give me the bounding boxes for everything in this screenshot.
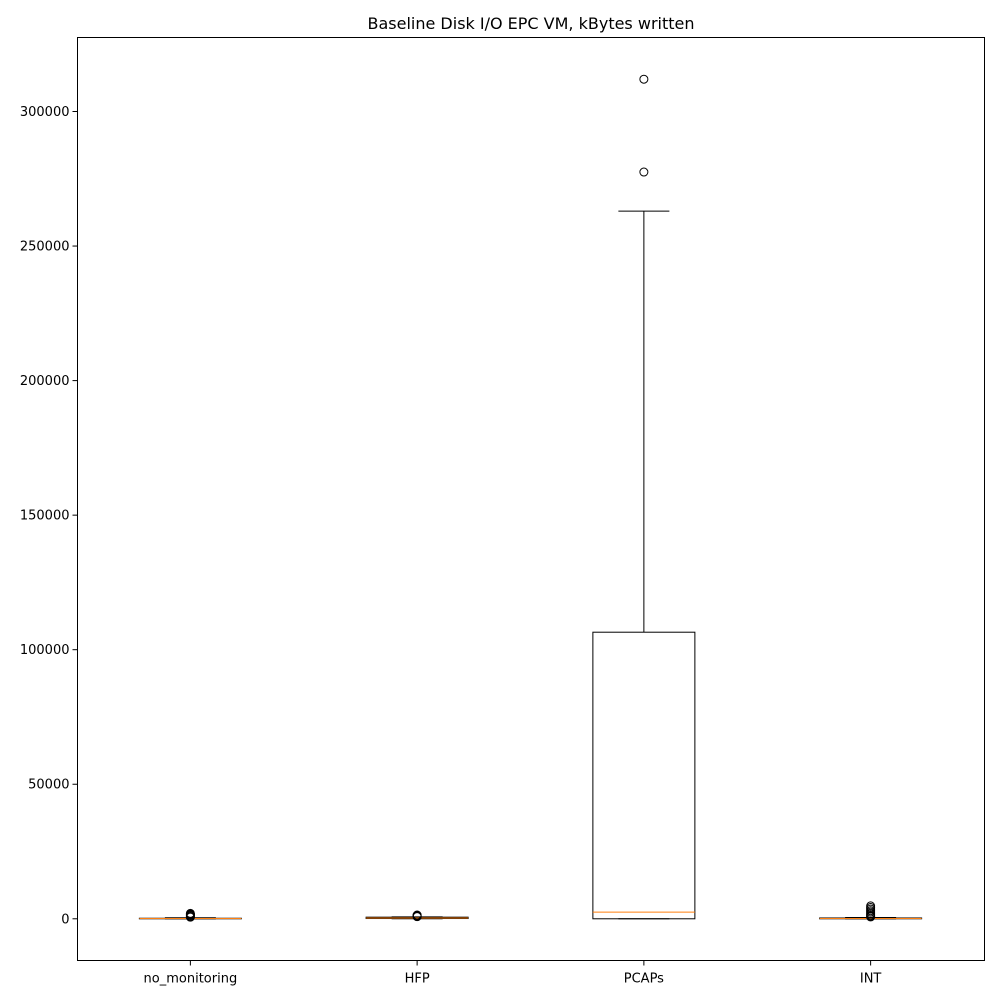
axes-frame [77, 37, 985, 961]
outlier-point [185, 908, 195, 918]
iqr-box [592, 631, 696, 920]
outlier-point [412, 910, 422, 920]
plot-area: 0 50000 100000 150000 200000 250000 300000 no_m… [20, 74, 923, 987]
x-tick-label: INT [860, 972, 882, 987]
y-tick-label: 0 [61, 912, 69, 927]
y-tick-label: 50000 [28, 778, 69, 793]
y-tick-label: 250000 [20, 240, 70, 255]
y-tick-label: 200000 [20, 374, 70, 389]
outlier-point [639, 167, 649, 177]
y-tick-label: 300000 [20, 105, 70, 120]
x-tick-label: PCAPs [624, 972, 664, 987]
outlier-point [866, 901, 876, 911]
x-tick-label: no_monitoring [144, 972, 238, 987]
outlier-point [639, 74, 649, 84]
y-tick-label: 100000 [20, 643, 70, 658]
chart-title: Baseline Disk I/O EPC VM, kBytes written [368, 14, 695, 33]
y-tick-label: 150000 [20, 509, 70, 524]
x-tick-label: HFP [405, 972, 430, 987]
